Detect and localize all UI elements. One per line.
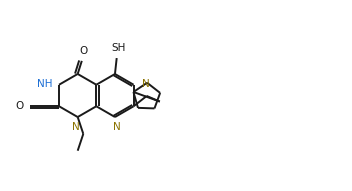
Text: O: O	[15, 101, 24, 111]
Text: SH: SH	[111, 43, 126, 53]
Text: N: N	[142, 79, 150, 89]
Text: NH: NH	[38, 79, 53, 89]
Text: O: O	[80, 46, 88, 56]
Text: N: N	[113, 122, 121, 132]
Text: N: N	[72, 122, 80, 132]
